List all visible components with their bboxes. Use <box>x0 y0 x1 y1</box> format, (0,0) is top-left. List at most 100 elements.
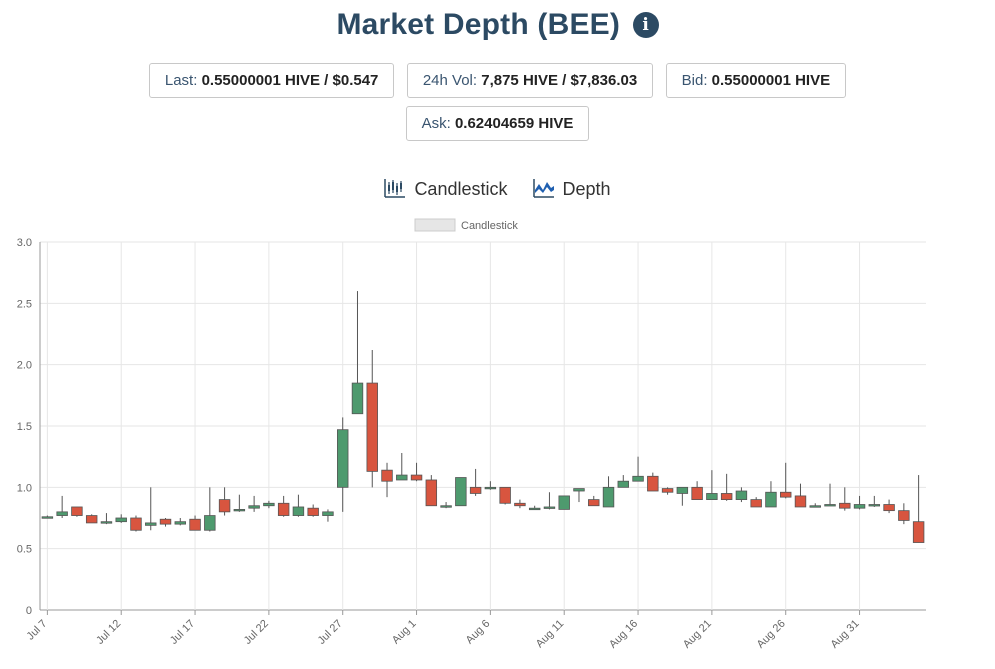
candle[interactable] <box>204 487 216 532</box>
candle[interactable] <box>853 495 866 510</box>
candle[interactable] <box>145 487 157 531</box>
candle[interactable] <box>528 505 541 511</box>
candle-body <box>174 521 186 525</box>
candle[interactable] <box>351 291 364 415</box>
candle[interactable] <box>780 462 792 499</box>
candle[interactable] <box>632 456 644 482</box>
candle-body <box>263 502 275 507</box>
candle[interactable] <box>130 515 142 532</box>
candle[interactable] <box>514 499 526 509</box>
candle-body <box>484 486 497 490</box>
candle[interactable] <box>573 488 585 503</box>
candle-body <box>366 382 378 472</box>
candle[interactable] <box>720 473 733 501</box>
candle[interactable] <box>410 462 423 482</box>
candle[interactable] <box>691 481 703 501</box>
candle-body <box>56 511 68 516</box>
candle[interactable] <box>277 495 290 517</box>
candle[interactable] <box>588 495 600 507</box>
candle-body <box>868 504 881 507</box>
candle[interactable] <box>602 476 615 508</box>
candle[interactable] <box>868 495 881 507</box>
y-axis: 0 0.5 1.0 1.5 2.0 2.5 3.0 <box>17 237 41 617</box>
candle[interactable] <box>71 506 83 517</box>
candle-body <box>396 474 408 481</box>
tab-candlestick[interactable]: Candlestick <box>384 178 507 200</box>
candle[interactable] <box>381 462 393 498</box>
candle[interactable] <box>647 472 659 492</box>
candle-body <box>691 486 703 501</box>
x-axis: Jul 7 Jul 12 Jul 17 Jul 22 Jul 27 Aug 1 Aug 6 A… <box>25 610 862 651</box>
candle[interactable] <box>839 487 851 511</box>
tab-candlestick-label: Candlestick <box>414 179 508 199</box>
candle[interactable] <box>765 481 777 508</box>
candle[interactable] <box>455 477 467 507</box>
tab-depth[interactable]: Depth <box>532 178 611 200</box>
candle-body <box>528 507 541 511</box>
candle[interactable] <box>499 486 511 505</box>
candle-body <box>307 507 319 516</box>
candle[interactable] <box>218 487 231 516</box>
candle[interactable] <box>56 495 68 518</box>
last-label: Last: <box>164 72 198 89</box>
x-tick-label: Aug 6 <box>464 618 493 647</box>
candle[interactable] <box>809 503 821 508</box>
candle[interactable] <box>396 452 408 481</box>
chart-legend[interactable]: Candlestick <box>414 218 518 232</box>
candle[interactable] <box>322 509 334 522</box>
ask-stat: Ask: 0.62404659 HIVE <box>405 106 590 141</box>
candle[interactable] <box>558 495 570 510</box>
bid-value: 0.55000001 HIVE <box>711 72 831 89</box>
candle[interactable] <box>617 475 629 488</box>
info-circle-icon[interactable]: i <box>632 12 659 38</box>
candle[interactable] <box>174 518 186 526</box>
candle[interactable] <box>898 503 910 525</box>
candle[interactable] <box>85 514 98 524</box>
y-tick-label: 0 <box>26 605 32 617</box>
candle[interactable] <box>440 502 452 509</box>
y-tick-label: 2.5 <box>17 298 32 310</box>
candle-body <box>71 506 83 516</box>
candle[interactable] <box>41 515 54 519</box>
x-tick-label: Aug 1 <box>390 618 419 647</box>
candle[interactable] <box>233 494 246 512</box>
candle[interactable] <box>189 515 201 531</box>
candle-body <box>381 469 393 482</box>
candle[interactable] <box>661 487 674 495</box>
candle-body <box>809 505 821 508</box>
candle[interactable] <box>469 468 482 496</box>
candle-body <box>839 502 851 509</box>
candle[interactable] <box>159 518 172 527</box>
candlestick-chart-icon <box>384 179 406 198</box>
candle-body <box>883 504 895 512</box>
candle[interactable] <box>883 499 895 514</box>
candle[interactable] <box>263 500 275 509</box>
candle-body <box>425 479 438 507</box>
candle-body <box>750 499 762 508</box>
candle[interactable] <box>543 492 556 510</box>
candle[interactable] <box>794 483 807 508</box>
candle[interactable] <box>307 504 319 517</box>
candle-body <box>824 504 836 507</box>
candle[interactable] <box>750 497 762 508</box>
candle[interactable] <box>100 513 113 525</box>
candle[interactable] <box>484 481 497 490</box>
candle[interactable] <box>735 487 748 503</box>
candle[interactable] <box>366 349 378 488</box>
candle[interactable] <box>337 417 349 512</box>
candle[interactable] <box>292 494 305 517</box>
candle[interactable] <box>912 475 925 543</box>
candle-body <box>647 475 659 492</box>
candle[interactable] <box>248 495 260 512</box>
candle[interactable] <box>706 470 718 501</box>
candles <box>41 291 925 543</box>
candle[interactable] <box>676 486 689 506</box>
candle[interactable] <box>824 483 836 507</box>
candle-body <box>573 488 585 492</box>
candle[interactable] <box>115 514 127 523</box>
volume-stat: 24h Vol: 7,875 HIVE / $7,836.03 <box>406 63 654 98</box>
candle-body <box>898 510 910 521</box>
candle[interactable] <box>425 475 438 507</box>
volume-value: 7,875 HIVE / $7,836.03 <box>481 72 638 89</box>
candle-body <box>617 480 629 488</box>
